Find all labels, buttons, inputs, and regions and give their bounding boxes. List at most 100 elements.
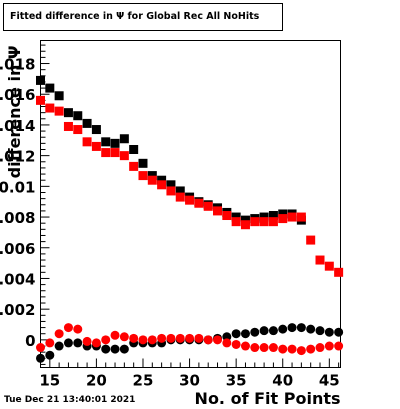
data-point-circle-red bbox=[231, 339, 241, 349]
chart-title: Fitted difference in Ψ for Global Rec Al… bbox=[3, 3, 283, 31]
data-point-square-red bbox=[306, 235, 316, 245]
y-tick-label: 0.016 bbox=[0, 86, 36, 104]
data-point-circle-black bbox=[63, 338, 73, 348]
data-point-square-red bbox=[119, 151, 129, 161]
data-point-square-red bbox=[222, 211, 232, 221]
data-point-square-red bbox=[129, 161, 139, 171]
data-point-square-red bbox=[315, 255, 325, 265]
data-point-circle-black bbox=[110, 344, 120, 354]
data-point-circle-red bbox=[194, 333, 204, 343]
data-point-circle-red bbox=[138, 335, 148, 345]
y-tick-label: 0.002 bbox=[0, 301, 36, 319]
data-point-circle-red bbox=[315, 343, 325, 353]
data-point-square-black bbox=[82, 118, 92, 128]
data-point-square-red bbox=[73, 125, 83, 135]
data-point-circle-red bbox=[213, 335, 223, 345]
x-tick-label: 45 bbox=[319, 372, 340, 390]
data-point-circle-black bbox=[268, 326, 278, 336]
data-point-circle-red bbox=[73, 324, 83, 334]
data-point-circle-black bbox=[36, 353, 45, 363]
timestamp: Tue Dec 21 13:40:01 2021 bbox=[4, 395, 136, 405]
data-point-circle-black bbox=[250, 327, 260, 337]
data-point-circle-red bbox=[110, 330, 120, 340]
data-point-square-black bbox=[119, 134, 129, 144]
x-tick-label: 40 bbox=[272, 372, 293, 390]
data-point-square-black bbox=[175, 186, 185, 196]
data-point-square-red bbox=[45, 103, 55, 113]
x-tick-label: 30 bbox=[179, 372, 200, 390]
data-point-square-red bbox=[36, 95, 45, 105]
y-tick-label: 0 bbox=[25, 332, 35, 350]
data-point-circle-red bbox=[259, 343, 269, 353]
x-tick-label: 25 bbox=[133, 372, 154, 390]
x-axis-label: No. of Fit Points bbox=[195, 389, 341, 408]
data-point-square-red bbox=[240, 220, 250, 230]
data-point-circle-black bbox=[73, 338, 83, 348]
y-tick-label: 0.018 bbox=[0, 56, 36, 74]
data-point-circle-red bbox=[185, 333, 195, 343]
data-point-square-red bbox=[334, 267, 344, 277]
data-point-square-black bbox=[138, 158, 148, 168]
data-point-circle-red bbox=[203, 335, 213, 345]
data-point-square-red bbox=[166, 186, 176, 196]
data-point-circle-black bbox=[259, 326, 269, 336]
data-point-square-black bbox=[54, 91, 64, 101]
data-point-square-red bbox=[268, 217, 278, 227]
data-point-square-black bbox=[278, 209, 288, 219]
x-tick-label: 15 bbox=[39, 372, 60, 390]
data-point-square-black bbox=[147, 171, 157, 181]
axes-group: 15 20 25 30 35 40 45 0 0.002 0.004 0.006 0.008 0.01 0… bbox=[0, 44, 340, 390]
data-point-circle-black bbox=[119, 344, 129, 354]
data-point-circle-red bbox=[222, 338, 232, 348]
data-point-square-red bbox=[101, 148, 111, 158]
data-point-square-red bbox=[110, 148, 120, 158]
data-point-circle-red bbox=[240, 341, 250, 351]
data-point-circle-black bbox=[334, 327, 344, 337]
data-point-circle-black bbox=[240, 329, 250, 339]
data-point-circle-red bbox=[268, 343, 278, 353]
data-point-square-red bbox=[324, 261, 334, 271]
data-point-square-red bbox=[54, 106, 64, 116]
y-tick-label: 0.008 bbox=[0, 209, 36, 227]
y-tick-label: 0.014 bbox=[0, 117, 36, 135]
data-point-circle-red bbox=[306, 344, 316, 354]
y-tick-label: 0.004 bbox=[0, 270, 36, 288]
data-point-square-red bbox=[231, 217, 241, 227]
data-markers bbox=[36, 75, 344, 363]
data-point-square-red bbox=[278, 214, 288, 224]
data-point-circle-black bbox=[315, 326, 325, 336]
data-point-square-red bbox=[287, 212, 297, 222]
data-point-square-red bbox=[138, 171, 148, 181]
data-point-square-black bbox=[231, 212, 241, 222]
x-tick-label: 20 bbox=[86, 372, 107, 390]
data-point-circle-red bbox=[119, 332, 129, 342]
data-point-circle-red bbox=[36, 343, 45, 353]
data-point-square-black bbox=[110, 138, 120, 148]
data-point-square-red bbox=[259, 217, 269, 227]
data-point-square-black bbox=[101, 137, 111, 147]
data-point-square-red bbox=[203, 201, 213, 211]
data-point-circle-red bbox=[91, 338, 101, 348]
data-point-circle-red bbox=[324, 341, 334, 351]
data-point-square-red bbox=[185, 195, 195, 205]
data-point-square-red bbox=[82, 137, 92, 147]
data-point-square-red bbox=[63, 121, 73, 131]
data-point-square-black bbox=[259, 212, 269, 222]
data-point-circle-black bbox=[287, 323, 297, 333]
data-point-square-red bbox=[250, 217, 260, 227]
data-point-square-red bbox=[296, 212, 306, 222]
data-point-square-black bbox=[268, 211, 278, 221]
data-point-square-red bbox=[175, 192, 185, 202]
data-point-circle-red bbox=[147, 335, 157, 345]
data-point-square-red bbox=[157, 180, 167, 190]
data-point-square-red bbox=[194, 198, 204, 208]
y-tick-label: 0.01 bbox=[0, 178, 36, 196]
data-point-circle-red bbox=[166, 333, 176, 343]
y-tick-label: 0.006 bbox=[0, 240, 36, 258]
data-point-circle-black bbox=[101, 344, 111, 354]
data-point-circle-red bbox=[175, 333, 185, 343]
data-point-circle-red bbox=[287, 344, 297, 354]
data-point-circle-black bbox=[324, 327, 334, 337]
data-point-circle-red bbox=[45, 338, 55, 348]
